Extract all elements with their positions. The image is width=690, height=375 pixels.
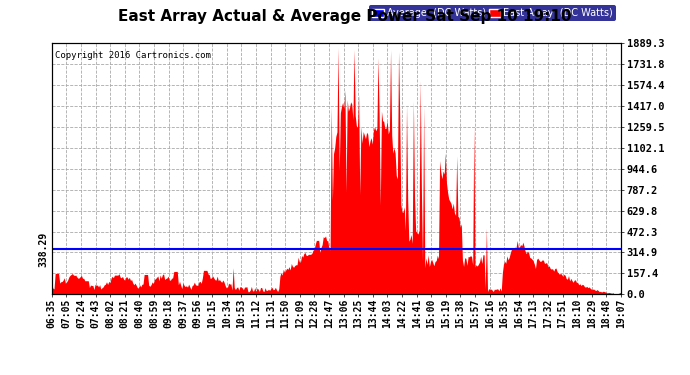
Text: Copyright 2016 Cartronics.com: Copyright 2016 Cartronics.com bbox=[55, 51, 210, 60]
Text: 338.29: 338.29 bbox=[39, 232, 48, 267]
Legend: Average  (DC Watts), East Array  (DC Watts): Average (DC Watts), East Array (DC Watts… bbox=[369, 5, 616, 21]
Text: East Array Actual & Average Power Sat Sep 10 19:10: East Array Actual & Average Power Sat Se… bbox=[118, 9, 572, 24]
